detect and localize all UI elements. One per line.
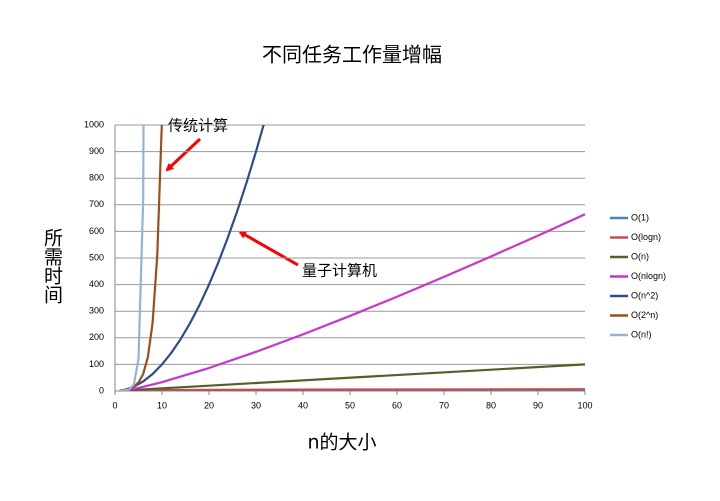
- legend-label: O(n): [631, 251, 649, 261]
- x-tick-label: 40: [298, 400, 308, 410]
- y-tick-label: 900: [89, 146, 104, 156]
- legend-label: O(logn): [631, 232, 661, 242]
- series-line: [119, 125, 145, 391]
- legend-label: O(nlogn): [631, 271, 666, 281]
- series-line: [119, 363, 585, 391]
- legend-label: O(2^n): [631, 310, 658, 320]
- x-tick-label: 100: [577, 400, 592, 410]
- y-tick-label: 0: [99, 385, 104, 395]
- series-line: [119, 213, 585, 391]
- legend-label: O(n^2): [631, 290, 658, 300]
- y-tick-label: 400: [89, 279, 104, 289]
- x-tick-label: 30: [251, 400, 261, 410]
- x-tick-label: 50: [345, 400, 355, 410]
- chart-title: 不同任务工作量增幅: [262, 43, 442, 67]
- legend-label: O(n!): [631, 329, 652, 339]
- y-tick-label: 100: [89, 359, 104, 369]
- grid: [114, 124, 586, 395]
- y-tick-label: 500: [89, 252, 104, 262]
- series-line: [119, 125, 265, 391]
- y-axis-label: 所需时间: [41, 228, 63, 304]
- y-tick-label: 200: [89, 332, 104, 342]
- x-tick-label: 20: [204, 400, 214, 410]
- legend-label: O(1): [631, 212, 649, 222]
- y-tick-label: 800: [89, 173, 104, 183]
- y-tick-label: 300: [89, 306, 104, 316]
- arrow: [165, 137, 202, 172]
- y-tick-label: 600: [89, 226, 104, 236]
- arrow: [238, 230, 299, 267]
- y-tick-label: 1000: [84, 119, 104, 129]
- x-tick-label: 60: [392, 400, 402, 410]
- x-tick-label: 80: [486, 400, 496, 410]
- x-tick-label: 10: [157, 400, 167, 410]
- x-tick-label: 90: [533, 400, 543, 410]
- plot: [119, 125, 585, 391]
- x-axis-label: n的大小: [307, 432, 376, 454]
- x-tick-label: 0: [112, 400, 117, 410]
- x-tick-label: 70: [439, 400, 449, 410]
- y-tick-label: 700: [89, 199, 104, 209]
- annotation: 量子计算机: [302, 262, 377, 280]
